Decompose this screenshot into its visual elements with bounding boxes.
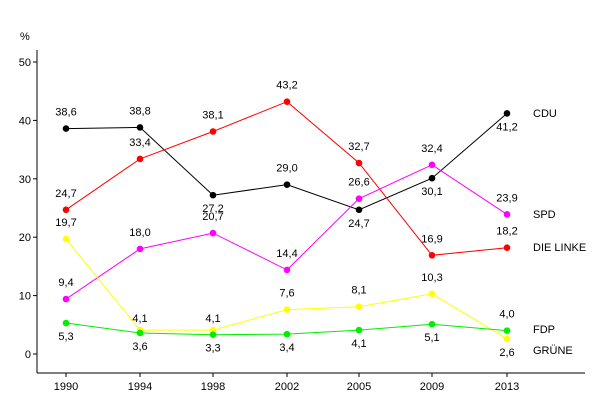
data-point — [209, 191, 217, 199]
data-label: 5,3 — [58, 331, 73, 343]
data-label: 18,2 — [496, 226, 517, 238]
data-label: 33,4 — [129, 137, 150, 149]
data-point — [209, 326, 217, 334]
x-tick-label: 1994 — [128, 381, 152, 393]
data-label: 2,6 — [499, 347, 514, 359]
x-tick-label: 2013 — [495, 381, 519, 393]
x-tick-label: 2002 — [275, 381, 299, 393]
data-label: 20,7 — [202, 211, 223, 223]
data-point — [283, 181, 291, 188]
data-point — [62, 206, 70, 214]
data-point — [283, 266, 291, 274]
series-name-label: DIE LINKE — [533, 242, 586, 254]
data-label: 27,2 — [202, 203, 223, 215]
data-label: 24,7 — [348, 218, 369, 230]
data-label: 10,3 — [421, 272, 442, 284]
data-label: 32,4 — [421, 143, 442, 155]
data-point — [503, 211, 511, 218]
data-point — [428, 174, 436, 182]
data-point — [355, 195, 363, 202]
data-label: 4,1 — [132, 313, 147, 325]
data-point — [62, 319, 70, 327]
series-name-label: FDP — [533, 324, 555, 336]
data-label: 14,4 — [276, 248, 297, 260]
data-label: 38,6 — [55, 107, 76, 119]
y-tick-label: 20 — [19, 232, 31, 244]
data-point — [283, 330, 291, 338]
data-label: 38,8 — [129, 105, 150, 117]
data-label: 23,9 — [496, 192, 517, 204]
series-name-label: GRÜNE — [533, 345, 573, 357]
data-point — [428, 161, 436, 169]
data-point — [355, 206, 363, 214]
y-tick-label: 0 — [25, 349, 31, 361]
data-point — [503, 327, 511, 334]
data-point — [355, 303, 363, 310]
data-point — [209, 331, 217, 339]
data-label: 41,2 — [496, 121, 517, 133]
data-point — [428, 290, 436, 298]
data-label: 29,0 — [276, 163, 297, 175]
x-tick-label: 1990 — [54, 381, 78, 393]
y-axis-title: % — [20, 31, 30, 43]
data-label: 24,7 — [55, 188, 76, 200]
y-tick-label: 30 — [19, 174, 31, 186]
data-label: 16,9 — [421, 233, 442, 245]
data-label: 43,2 — [276, 80, 297, 92]
data-point — [503, 335, 511, 343]
data-point — [283, 306, 291, 313]
data-point — [428, 320, 436, 328]
data-point — [355, 326, 363, 334]
data-point — [62, 235, 70, 243]
series-name-label: SPD — [533, 209, 556, 221]
data-label: 5,1 — [424, 332, 439, 344]
data-label: 30,1 — [421, 186, 442, 198]
data-label: 4,1 — [205, 313, 220, 325]
data-label: 26,6 — [348, 177, 369, 189]
data-label: 4,0 — [499, 309, 514, 321]
data-label: 19,7 — [55, 217, 76, 229]
x-tick-label: 1998 — [201, 381, 225, 393]
data-label: 32,7 — [348, 141, 369, 153]
data-label: 38,1 — [202, 109, 223, 121]
data-point — [283, 98, 291, 106]
series-name-label: CDU — [533, 108, 557, 120]
data-point — [62, 295, 70, 303]
data-label: 3,3 — [205, 343, 220, 355]
data-point — [209, 229, 217, 237]
data-point — [503, 244, 511, 252]
data-point — [62, 125, 70, 132]
y-tick-label: 10 — [19, 291, 31, 303]
data-label: 8,1 — [351, 285, 366, 297]
data-label: 9,4 — [58, 277, 73, 289]
data-label: 18,0 — [129, 227, 150, 239]
data-label: 7,6 — [279, 288, 294, 300]
data-point — [209, 128, 217, 135]
data-point — [136, 329, 144, 337]
data-point — [136, 155, 144, 163]
data-point — [136, 245, 144, 253]
x-tick-label: 2009 — [420, 381, 444, 393]
data-label: 3,6 — [132, 341, 147, 353]
data-label: 4,1 — [351, 338, 366, 350]
data-point — [136, 124, 144, 131]
y-tick-label: 50 — [19, 57, 31, 69]
y-tick-label: 40 — [19, 115, 31, 127]
data-point — [355, 159, 363, 167]
data-label: 3,4 — [279, 342, 294, 354]
x-tick-label: 2005 — [347, 381, 371, 393]
data-point — [503, 110, 511, 117]
data-point — [428, 252, 436, 259]
